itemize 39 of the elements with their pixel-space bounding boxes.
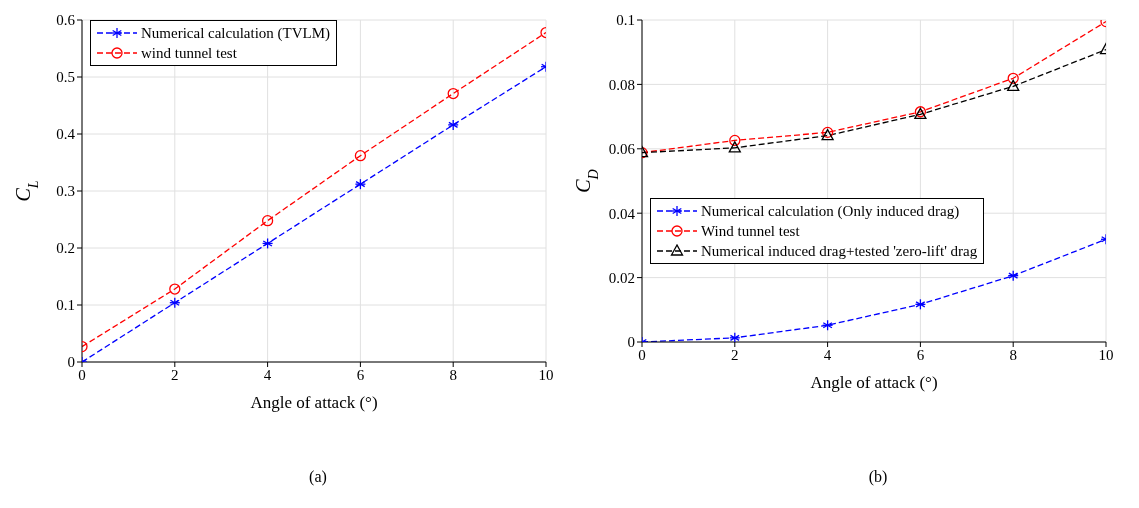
legend-label: Wind tunnel test (701, 222, 800, 240)
x-tick-label: 10 (1098, 346, 1114, 363)
x-tick-label: 8 (449, 366, 457, 383)
y-tick-label: 0.06 (608, 141, 636, 158)
legend-label: Numerical calculation (TVLM) (141, 24, 331, 42)
point (169, 283, 181, 295)
legend-label: Numerical induced drag+tested 'zero-lift' drag (701, 242, 978, 260)
legend-label: wind tunnel test (141, 44, 237, 62)
y-tick-label: 0.02 (608, 269, 635, 286)
text: (b) (867, 468, 889, 486)
y-tick-label: 0.3 (56, 183, 75, 200)
x-tick-label: 4 (823, 346, 832, 363)
y-tick-label: 0.4 (56, 126, 76, 143)
x-tick-label: 2 (171, 366, 179, 383)
y-tick-label: 0.6 (56, 12, 76, 29)
point (447, 87, 459, 100)
y-tick-label: 0.2 (56, 240, 75, 257)
point (729, 134, 741, 147)
y-tick-label: 0.1 (616, 12, 635, 29)
x-tick-label: 10 (538, 366, 554, 383)
point (1007, 79, 1020, 91)
x-tick-label: 6 (916, 346, 925, 363)
x-tick-label: 2 (731, 346, 739, 363)
point (728, 141, 741, 153)
y-tick-label: 0 (627, 334, 635, 351)
point (354, 150, 367, 162)
point (1007, 72, 1019, 84)
point (261, 214, 274, 227)
x-tick-label: 4 (263, 366, 272, 383)
text: (a) (308, 468, 328, 486)
x-axis-title: Angle of attack (°) (250, 393, 378, 412)
y-tick-label: 0.08 (608, 76, 635, 93)
legend-label: Numerical calculation (Only induced drag) (701, 202, 960, 220)
y-tick-label: 0.04 (608, 205, 636, 222)
x-tick-label: 8 (1009, 346, 1017, 363)
x-tick-label: 6 (356, 366, 365, 383)
y-tick-label: 0.5 (56, 69, 75, 86)
y-tick-label: 0.1 (56, 297, 75, 314)
x-axis-title: Angle of attack (°) (810, 373, 938, 392)
